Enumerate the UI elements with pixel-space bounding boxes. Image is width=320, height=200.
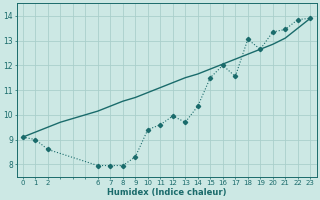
X-axis label: Humidex (Indice chaleur): Humidex (Indice chaleur)	[107, 188, 226, 197]
